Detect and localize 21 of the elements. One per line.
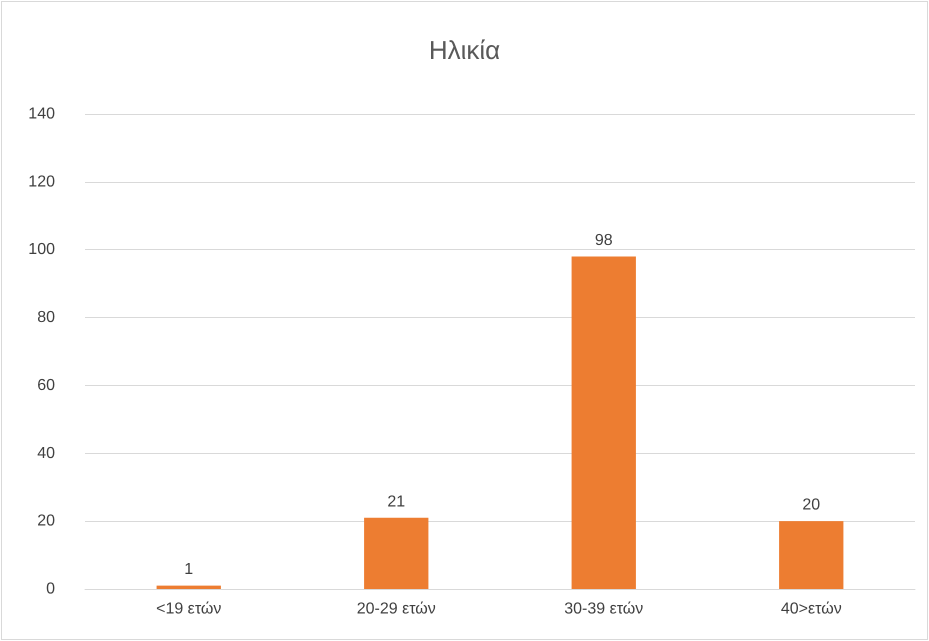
bar — [572, 256, 636, 589]
y-tick-label: 120 — [28, 173, 56, 190]
y-tick-label: 80 — [37, 309, 56, 326]
data-label: 1 — [184, 561, 194, 578]
data-label: 20 — [802, 496, 820, 514]
x-tick-label: 40>ετών — [780, 600, 842, 618]
x-tick-label: 30-39 ετών — [564, 600, 644, 618]
y-tick-label: 0 — [46, 580, 56, 598]
data-label: 98 — [594, 232, 613, 249]
y-tick-label: 140 — [28, 106, 56, 122]
x-tick-label: <19 ετών — [156, 600, 222, 618]
chart-title: Ηλικία — [428, 35, 500, 65]
data-label: 21 — [387, 493, 406, 510]
y-tick-label: 60 — [37, 376, 56, 394]
y-tick-label: 20 — [37, 512, 56, 530]
bar — [779, 521, 844, 589]
bar — [156, 586, 221, 589]
bar — [364, 518, 428, 589]
x-tick-label: 20-29 ετών — [356, 600, 436, 618]
y-tick-label: 100 — [28, 241, 56, 258]
y-tick-label: 40 — [37, 444, 56, 462]
